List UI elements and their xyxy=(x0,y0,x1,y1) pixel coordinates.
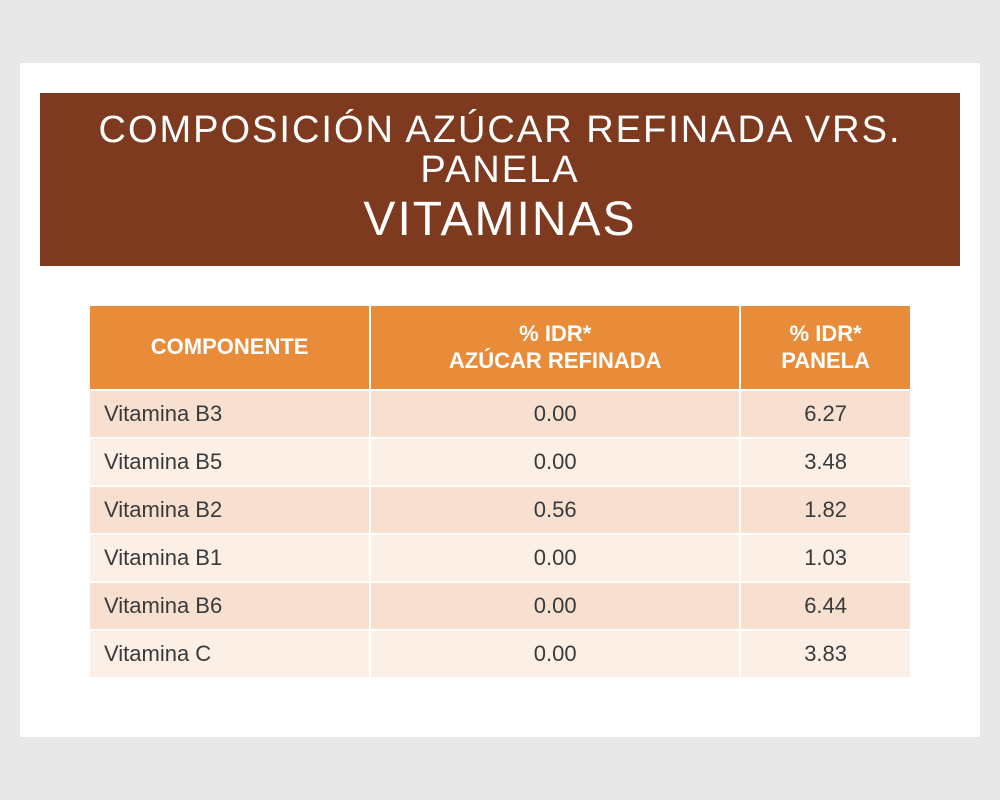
cell-panela: 3.48 xyxy=(740,438,910,486)
col-header-refinada-line2: AZÚCAR REFINADA xyxy=(449,348,662,373)
vitamins-table: COMPONENTE % IDR* AZÚCAR REFINADA % IDR*… xyxy=(90,306,910,677)
col-header-refinada-line1: % IDR* xyxy=(519,321,591,346)
cell-name: Vitamina B5 xyxy=(90,438,370,486)
cell-refinada: 0.00 xyxy=(370,390,740,438)
banner-title-line2: VITAMINAS xyxy=(50,195,950,245)
cell-name: Vitamina B3 xyxy=(90,390,370,438)
cell-name: Vitamina B6 xyxy=(90,582,370,630)
table-row: Vitamina B3 0.00 6.27 xyxy=(90,390,910,438)
cell-panela: 6.44 xyxy=(740,582,910,630)
cell-panela: 1.82 xyxy=(740,486,910,534)
title-banner: COMPOSICIÓN AZÚCAR REFINADA VRS. PANELA … xyxy=(40,93,960,265)
cell-refinada: 0.00 xyxy=(370,438,740,486)
col-header-refinada: % IDR* AZÚCAR REFINADA xyxy=(370,306,740,390)
cell-refinada: 0.00 xyxy=(370,582,740,630)
cell-panela: 3.83 xyxy=(740,630,910,677)
table-container: COMPONENTE % IDR* AZÚCAR REFINADA % IDR*… xyxy=(90,306,910,677)
col-header-panela-line1: % IDR* xyxy=(790,321,862,346)
table-row: Vitamina B1 0.00 1.03 xyxy=(90,534,910,582)
cell-name: Vitamina B2 xyxy=(90,486,370,534)
col-header-componente: COMPONENTE xyxy=(90,306,370,390)
cell-name: Vitamina C xyxy=(90,630,370,677)
card: COMPOSICIÓN AZÚCAR REFINADA VRS. PANELA … xyxy=(20,63,980,736)
cell-refinada: 0.56 xyxy=(370,486,740,534)
table-row: Vitamina B2 0.56 1.82 xyxy=(90,486,910,534)
banner-title-line1: COMPOSICIÓN AZÚCAR REFINADA VRS. PANELA xyxy=(50,111,950,191)
table-row: Vitamina B5 0.00 3.48 xyxy=(90,438,910,486)
table-row: Vitamina B6 0.00 6.44 xyxy=(90,582,910,630)
table-header-row: COMPONENTE % IDR* AZÚCAR REFINADA % IDR*… xyxy=(90,306,910,390)
cell-name: Vitamina B1 xyxy=(90,534,370,582)
table-row: Vitamina C 0.00 3.83 xyxy=(90,630,910,677)
cell-refinada: 0.00 xyxy=(370,534,740,582)
col-header-panela-line2: PANELA xyxy=(781,348,870,373)
cell-panela: 6.27 xyxy=(740,390,910,438)
col-header-panela: % IDR* PANELA xyxy=(740,306,910,390)
cell-refinada: 0.00 xyxy=(370,630,740,677)
cell-panela: 1.03 xyxy=(740,534,910,582)
